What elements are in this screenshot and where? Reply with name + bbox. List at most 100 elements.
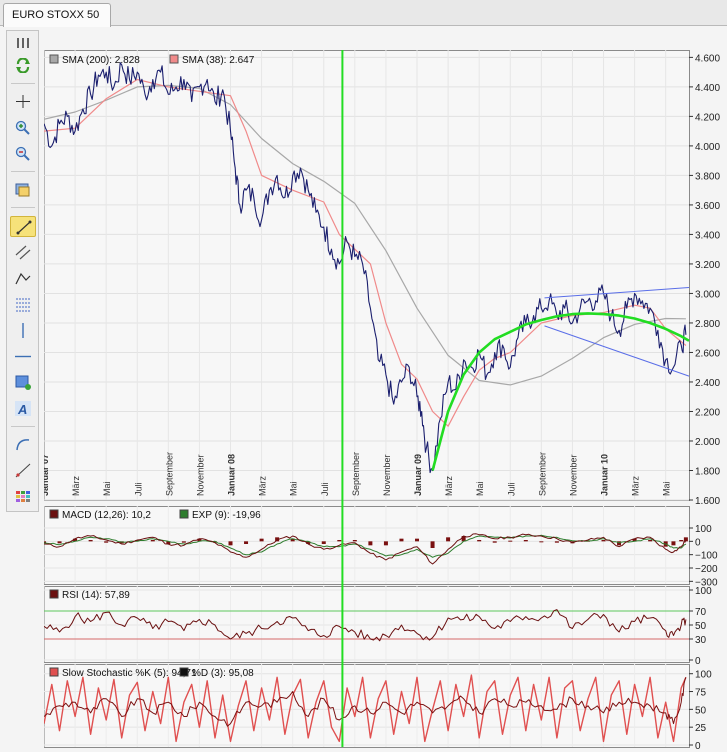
save-chart-icon[interactable] [10,179,36,200]
legend-swatch [179,509,189,519]
refresh-icon[interactable] [10,55,36,76]
ytick-label: −200 [695,564,718,575]
macd-histogram-bar [461,536,466,542]
xtick-label: Mai [475,481,485,496]
svg-text:A: A [17,402,27,416]
legend-label: RSI (14): 57,89 [62,590,130,601]
panel-frame-0 [44,50,690,501]
macd-histogram-bar [42,541,46,543]
parabola-line [431,312,690,471]
legend-swatch [169,54,179,64]
macd-histogram-bar [88,540,93,542]
legend-swatch [49,54,59,64]
macd-histogram-bar [244,541,249,544]
polyline-icon[interactable] [10,268,36,289]
ytick-label: 100 [695,524,712,535]
legend-label: SMA (38): 2.647 [182,55,255,66]
macd-histogram-bar [73,538,78,542]
ytick-label: 2.600 [695,348,720,359]
ytick-label: 0 [695,656,701,667]
ytick-label: 3.400 [695,230,720,241]
macd-histogram-bar [648,540,653,542]
macd-histogram-bar [352,540,357,542]
color-palette-icon[interactable] [10,486,36,507]
zoom-out-icon[interactable] [10,143,36,164]
trendline-icon[interactable] [10,216,36,237]
rectangle-icon[interactable] [10,372,36,393]
arc-icon[interactable] [10,434,36,455]
macd-histogram-bar [259,538,264,542]
macd-histogram-bar [321,541,326,544]
channel-icon[interactable] [10,242,36,263]
xtick-label: Januar 09 [413,454,423,496]
macd-histogram-bar [104,541,109,543]
tab-euro-stoxx-50[interactable]: EURO STOXX 50 [3,3,111,27]
rsi-line [43,609,687,642]
macd-histogram-bar [679,540,684,542]
xtick-label: September [164,452,174,496]
fibonacci-icon[interactable] [10,294,36,315]
ytick-label: 2.000 [695,437,720,448]
macd-histogram-bar [135,540,140,542]
ytick-label: 4.000 [695,142,720,153]
macd-histogram-bar [275,537,280,542]
crosshair-icon[interactable] [10,91,36,112]
macd-histogram-bar [477,540,482,542]
ytick-label: 1.800 [695,466,720,477]
legend-swatch [49,667,59,677]
macd-histogram-bar [492,541,497,543]
stochastic-k-line [43,674,687,743]
macd-histogram-bar [197,538,202,542]
channel-lower-line [544,325,690,377]
stochastic-d-line [43,677,687,727]
macd-histogram-bar [212,541,217,543]
macd-histogram-bar [430,541,435,548]
ytick-label: 3.200 [695,260,720,271]
xtick-label: Januar 10 [600,454,610,496]
legend-label: EXP (9): -19,96 [192,510,261,521]
text-icon[interactable]: A [10,398,36,419]
horizontal-line-icon[interactable] [10,346,36,367]
sma200-line [43,84,686,386]
macd-signal-line [43,534,687,558]
xtick-label: September [537,452,547,496]
macd-histogram-bar [368,541,373,546]
macd-histogram-bar [150,540,155,542]
macd-histogram-bar [601,540,606,542]
drag-handle-icon[interactable] [10,33,36,54]
sma38-line [43,78,687,427]
legend-label: SMA (200): 2.828 [62,55,140,66]
ytick-label: 4.200 [695,112,720,123]
chart-area[interactable]: 4.600 4.400 4.200 4.000 3.800 3.600 3.400 3.200… [40,50,727,752]
chart-svg[interactable]: 4.600 4.400 4.200 4.000 3.800 3.600 3.400 3.200… [40,50,727,752]
macd-histogram-bar [671,541,676,546]
xtick-label: November [382,454,392,496]
vertical-line-icon[interactable] [10,320,36,341]
macd-histogram-bar [539,541,544,543]
xtick-label: Mai [662,481,672,496]
macd-histogram-bar [523,540,528,542]
macd-histogram-bar [181,541,186,543]
macd-histogram-bar [166,541,171,544]
ytick-label: 2.800 [695,319,720,330]
macd-histogram-bar [383,541,388,546]
legend-label: MACD (12,26): 10,2 [62,510,151,521]
ytick-label: 4.400 [695,83,720,94]
xtick-label: September [351,452,361,496]
ytick-label: 0 [695,537,701,548]
xtick-label: Januar 08 [227,454,237,496]
macd-histogram-bar [617,541,622,546]
macd-histogram-bar [446,537,451,542]
ytick-label: 75 [695,688,707,699]
xtick-label: Mai [289,481,299,496]
zoom-in-icon[interactable] [10,117,36,138]
legend-swatch [49,509,59,519]
xtick-label: Juli [133,482,143,496]
ytick-label: 50 [695,621,707,632]
ytick-label: 2.200 [695,407,720,418]
ray-icon[interactable] [10,460,36,481]
ytick-label: 4.600 [695,53,720,64]
ytick-label: −300 [695,577,718,588]
xtick-label: Juli [506,482,516,496]
